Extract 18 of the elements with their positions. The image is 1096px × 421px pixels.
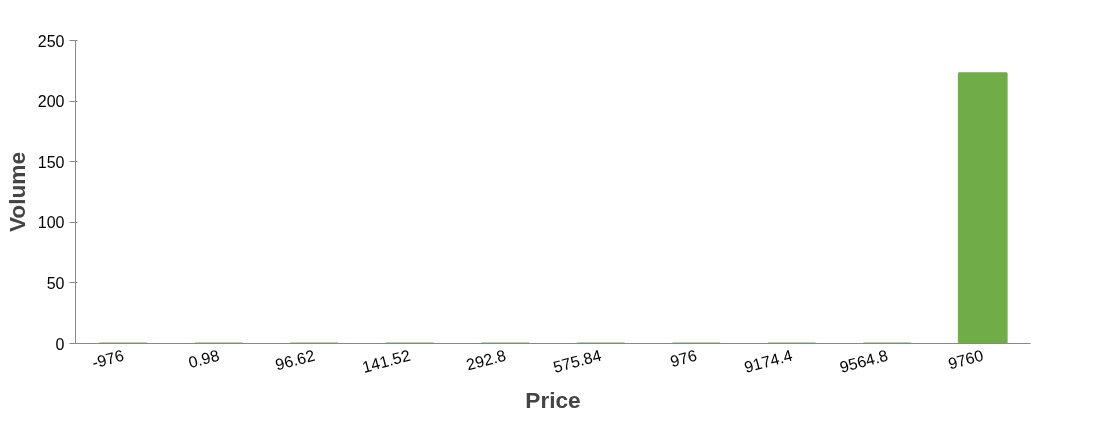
y-tick-label: 200 (37, 93, 65, 111)
x-axis-title: Price (525, 386, 581, 413)
y-tick-label: 250 (37, 32, 65, 50)
y-tick-label: 100 (37, 214, 65, 232)
x-tick-label: 9760 (946, 346, 986, 373)
y-tick-label: 50 (46, 274, 65, 292)
x-tick-label: 0.98 (186, 346, 222, 372)
x-tick-label: -976 (90, 346, 126, 372)
y-tick-label: 0 (55, 335, 65, 353)
y-axis-title: Volume (3, 151, 30, 233)
x-tick-label: 575.84 (551, 346, 604, 376)
x-tick-label: 9174.4 (742, 346, 795, 376)
x-tick-label: 976 (668, 346, 699, 371)
x-tick-label: 96.62 (273, 346, 317, 374)
x-tick-label: 141.52 (360, 346, 413, 376)
x-tick-label: 292.8 (464, 346, 508, 374)
x-tick-label: 9564.8 (837, 346, 890, 376)
y-tick-label: 150 (37, 153, 65, 171)
